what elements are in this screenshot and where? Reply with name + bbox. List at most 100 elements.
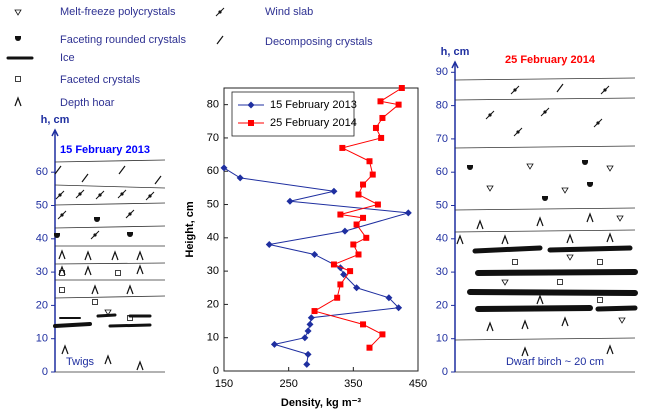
melt-freeze-symbol: [14, 9, 22, 16]
depth-hoar-symbol: [136, 264, 144, 275]
layer-boundary: [54, 202, 166, 206]
tick-label: 30: [436, 266, 448, 278]
marker: [398, 85, 405, 91]
tick-label: 10: [436, 333, 448, 345]
layer-boundary: [454, 97, 636, 101]
melt-freeze-symbol: [606, 165, 614, 172]
legend-label: Faceting rounded crystals: [60, 34, 186, 46]
depth-hoar-symbol: [536, 216, 544, 227]
marker: [337, 211, 344, 218]
marker: [385, 294, 393, 302]
decomposing-symbol: [216, 35, 224, 45]
depth-hoar-symbol: [521, 346, 529, 357]
depth-hoar-symbol: [61, 344, 69, 355]
layer-boundary: [54, 295, 166, 299]
depth-hoar-symbol: [476, 219, 484, 230]
axis-label: h, cm: [441, 46, 470, 58]
marker: [404, 209, 412, 217]
depth-hoar-symbol: [561, 316, 569, 327]
marker: [395, 101, 402, 108]
ice-layer: [595, 305, 638, 312]
faceting-rounded-symbol: [467, 165, 473, 170]
legend-label: Faceted crystals: [60, 74, 141, 86]
ice-layer: [547, 245, 633, 253]
marker: [353, 284, 361, 292]
marker: [378, 134, 385, 141]
y-tick-label: 80: [207, 99, 219, 111]
faceting-rounded-symbol: [127, 232, 133, 237]
depth-hoar-symbol: [104, 354, 112, 365]
melt-freeze-symbol: [486, 185, 494, 192]
wind-slab-dot: [543, 110, 547, 114]
legend-label: Decomposing crystals: [265, 36, 373, 48]
marker: [366, 344, 373, 351]
marker: [265, 240, 273, 248]
depth-hoar-symbol: [586, 212, 594, 223]
tick-label: 40: [436, 233, 448, 245]
depth-hoar-symbol: [566, 233, 574, 244]
tick-label: 80: [436, 100, 448, 112]
wind-slab-dot: [120, 192, 124, 196]
decomposing-symbol: [54, 165, 62, 175]
tick-label: 30: [36, 266, 48, 278]
marker: [337, 281, 344, 288]
x-tick-label: 250: [279, 378, 297, 390]
legend-marker: [248, 120, 254, 126]
depth-hoar-symbol: [486, 321, 494, 332]
y-tick-label: 70: [207, 132, 219, 144]
legend-box: [231, 91, 355, 137]
faceted-symbol: [512, 259, 518, 265]
ice-layer: [108, 323, 152, 328]
marker: [330, 187, 338, 195]
layer-boundary: [454, 229, 636, 233]
marker: [304, 350, 312, 358]
tick-label: 70: [436, 133, 448, 145]
tick-label: 0: [442, 366, 448, 378]
tick-label: 60: [436, 166, 448, 178]
axis-arrow: [451, 60, 459, 69]
faceted-symbol: [557, 279, 563, 285]
depth-hoar-symbol: [58, 265, 66, 276]
faceting-rounded-symbol: [94, 217, 100, 222]
marker: [377, 98, 384, 105]
depth-hoar-symbol: [501, 234, 509, 245]
ice-layer: [475, 305, 593, 312]
marker: [307, 314, 315, 322]
faceting-rounded-symbol: [15, 36, 21, 41]
legend-label: Melt-freeze polycrystals: [60, 6, 176, 18]
depth-hoar-symbol: [84, 250, 92, 261]
faceted-symbol: [597, 259, 603, 265]
legend-label: 15 February 2013: [270, 99, 357, 111]
ice-layer: [475, 269, 638, 276]
melt-freeze-symbol: [566, 254, 574, 261]
depth-hoar-symbol: [606, 344, 614, 355]
depth-hoar-symbol: [136, 360, 144, 371]
depth-hoar-symbol: [136, 250, 144, 261]
marker: [353, 221, 360, 228]
legend-label: Depth hoar: [60, 97, 115, 109]
layer-boundary: [454, 77, 636, 81]
depth-hoar-symbol: [58, 249, 66, 260]
ice-layer: [472, 245, 543, 254]
profile-title: 15 February 2013: [60, 144, 150, 156]
marker: [366, 158, 373, 165]
wind-slab-dot: [78, 192, 82, 196]
marker: [303, 360, 311, 368]
faceted-symbol: [15, 76, 21, 82]
depth-hoar-symbol: [521, 319, 529, 330]
faceted-symbol: [92, 299, 98, 305]
layer-boundary: [54, 159, 166, 163]
depth-hoar-symbol: [606, 232, 614, 243]
wind-slab-dot: [218, 10, 222, 14]
faceted-symbol: [59, 270, 65, 276]
melt-freeze-symbol: [618, 317, 626, 324]
y-tick-label: 10: [207, 332, 219, 344]
plot-frame: [223, 87, 419, 372]
depth-hoar-symbol: [536, 294, 544, 305]
marker: [355, 251, 362, 258]
faceted-symbol: [597, 297, 603, 303]
axis-label: h, cm: [41, 114, 70, 126]
faceted-symbol: [127, 315, 133, 321]
marker: [339, 144, 346, 151]
faceting-rounded-symbol: [582, 160, 588, 165]
